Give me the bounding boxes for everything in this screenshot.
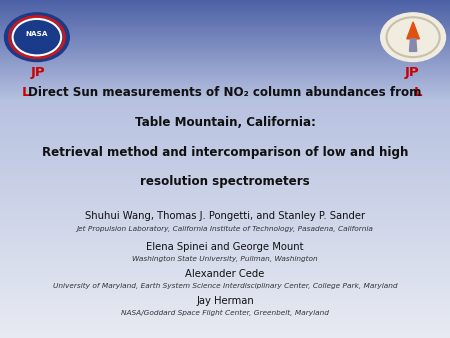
Text: Shuhui Wang, Thomas J. Pongetti, and Stanley P. Sander: Shuhui Wang, Thomas J. Pongetti, and Sta… (85, 211, 365, 221)
Text: Direct Sun measurements of NO₂ column abundances from: Direct Sun measurements of NO₂ column ab… (28, 86, 422, 99)
Circle shape (4, 13, 69, 62)
Polygon shape (410, 39, 417, 51)
Text: Alexander Cede: Alexander Cede (185, 269, 265, 279)
Text: L: L (414, 86, 423, 99)
Text: NASA/Goddard Space Flight Center, Greenbelt, Maryland: NASA/Goddard Space Flight Center, Greenb… (121, 310, 329, 316)
Text: Jay Herman: Jay Herman (196, 296, 254, 306)
Text: L: L (22, 86, 30, 99)
Text: Washington State University, Pullman, Washington: Washington State University, Pullman, Wa… (132, 256, 318, 262)
Text: JP: JP (31, 66, 45, 79)
Text: Elena Spinei and George Mount: Elena Spinei and George Mount (146, 242, 304, 252)
Polygon shape (407, 22, 419, 39)
Text: Jet Propulsion Laboratory, California Institute of Technology, Pasadena, Califor: Jet Propulsion Laboratory, California In… (76, 225, 373, 232)
Text: Retrieval method and intercomparison of low and high: Retrieval method and intercomparison of … (42, 146, 408, 159)
Text: JP: JP (405, 66, 419, 79)
Text: NASA: NASA (26, 31, 48, 38)
Text: Table Mountain, California:: Table Mountain, California: (135, 116, 315, 129)
Text: University of Maryland, Earth System Science Interdisciplinary Center, College P: University of Maryland, Earth System Sci… (53, 283, 397, 289)
Text: resolution spectrometers: resolution spectrometers (140, 175, 310, 188)
Circle shape (381, 13, 446, 62)
